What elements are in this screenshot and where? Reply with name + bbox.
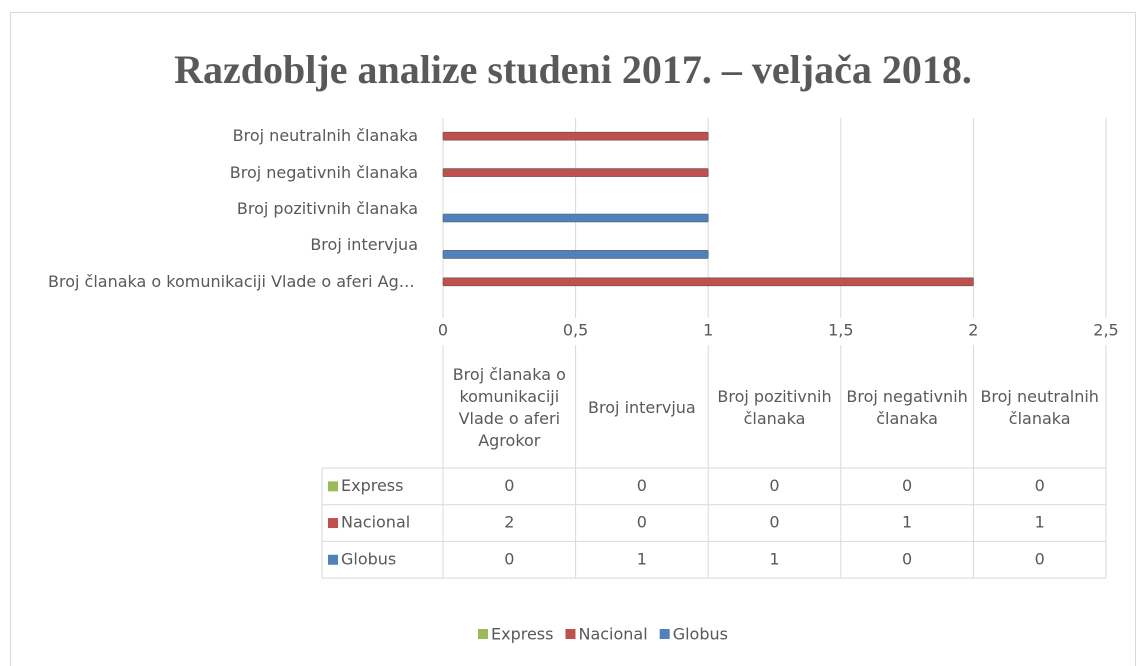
legend-key <box>328 554 338 565</box>
legend-key <box>659 629 670 639</box>
table-cell: 0 <box>504 549 514 568</box>
legend-key <box>478 629 488 639</box>
x-tick-label: 2,5 <box>1093 321 1118 340</box>
chart-border <box>10 12 1136 666</box>
y-tick-label: Broj članaka o komunikaciji Vlade o afer… <box>48 271 418 291</box>
x-tick-label: 0,5 <box>563 321 588 340</box>
legend-key <box>328 518 338 529</box>
x-tick-label: 1,5 <box>828 321 853 340</box>
table-cell: 0 <box>637 476 647 495</box>
table-cell: 1 <box>1035 513 1045 532</box>
table-row-label: Express <box>341 476 403 495</box>
legend-label: Globus <box>673 625 728 644</box>
bar <box>442 277 974 287</box>
bar <box>442 131 709 141</box>
legend-label: Nacional <box>578 625 647 644</box>
table-cell: 1 <box>637 549 647 568</box>
table-cell: 0 <box>902 476 912 495</box>
table-cell: 0 <box>769 513 779 532</box>
table-cell: 2 <box>504 513 514 532</box>
x-tick-label: 1 <box>703 321 713 340</box>
bar <box>442 168 709 177</box>
table-cell: 0 <box>1035 549 1045 568</box>
table-header: Broj intervjua <box>588 398 696 417</box>
legend-key <box>328 481 338 492</box>
table-cell: 0 <box>504 476 514 495</box>
table-header: Broj neutralnih članaka <box>980 387 1099 428</box>
table-row-label: Globus <box>341 549 396 568</box>
table-cell: 0 <box>1035 476 1045 495</box>
table-cell: 0 <box>769 476 779 495</box>
legend-key <box>565 629 576 639</box>
table-cell: 0 <box>902 549 912 568</box>
bar <box>442 250 709 259</box>
table-cell: 1 <box>902 513 912 532</box>
legend-label: Express <box>491 625 553 644</box>
table-header: Broj pozitivnih članaka <box>717 387 832 428</box>
y-tick-label: Broj intervjua <box>310 235 418 255</box>
y-tick-label: Broj neutralnih članaka <box>232 126 418 146</box>
x-tick-label: 2 <box>968 321 978 340</box>
y-tick-label: Broj negativnih članaka <box>229 162 418 182</box>
table-row-label: Nacional <box>341 513 410 532</box>
table-cell: 1 <box>769 549 779 568</box>
table-cell: 0 <box>637 513 647 532</box>
y-tick-label: Broj pozitivnih članaka <box>236 199 418 218</box>
x-tick-label: 0 <box>438 321 448 340</box>
table-header: Broj članaka o komunikaciji Vlade o afer… <box>452 365 566 450</box>
table-header: Broj negativnih članaka <box>846 387 968 428</box>
bar <box>442 213 709 223</box>
chart-title: Razdoblje analize studeni 2017. – veljač… <box>174 47 972 92</box>
